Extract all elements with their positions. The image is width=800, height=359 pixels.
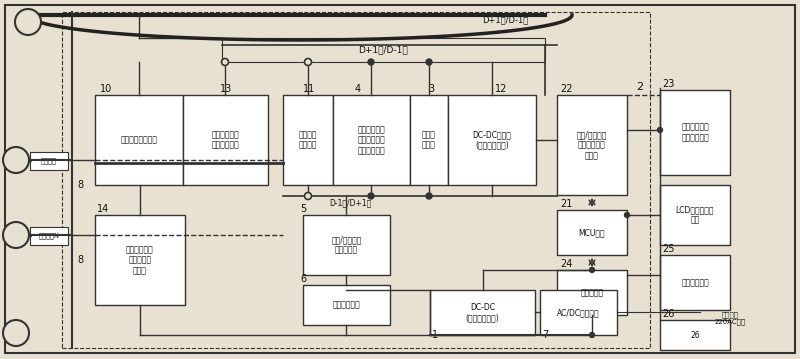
Text: 放电负载电路: 放电负载电路 bbox=[333, 300, 360, 309]
Text: 6: 6 bbox=[300, 274, 306, 284]
Text: 5: 5 bbox=[300, 204, 306, 214]
Text: DC-DC
(主机工作电源): DC-DC (主机工作电源) bbox=[466, 303, 499, 322]
Bar bbox=[303, 215, 390, 275]
Bar bbox=[95, 95, 183, 185]
Bar bbox=[30, 227, 68, 245]
Text: AC/DC开关电源: AC/DC开关电源 bbox=[557, 308, 600, 317]
Circle shape bbox=[590, 332, 594, 337]
Text: 24: 24 bbox=[560, 259, 572, 269]
Bar bbox=[333, 95, 410, 185]
Bar bbox=[410, 95, 448, 185]
Text: 14: 14 bbox=[97, 204, 110, 214]
Text: 正负极性
检测开关: 正负极性 检测开关 bbox=[298, 130, 318, 150]
Circle shape bbox=[3, 320, 29, 346]
Text: 11: 11 bbox=[303, 84, 315, 94]
Text: A: A bbox=[13, 328, 19, 337]
Circle shape bbox=[590, 267, 594, 272]
Text: 2: 2 bbox=[637, 82, 643, 92]
Bar bbox=[660, 320, 730, 350]
Text: DC-DC变换器
(高频开关电源): DC-DC变换器 (高频开关电源) bbox=[473, 130, 511, 150]
Bar bbox=[557, 95, 627, 195]
Circle shape bbox=[368, 193, 374, 199]
Bar bbox=[430, 290, 535, 335]
Text: 当动限流充电
和等电位连接
安全控制电路: 当动限流充电 和等电位连接 安全控制电路 bbox=[358, 125, 386, 155]
Text: 远程通信电路: 远程通信电路 bbox=[681, 278, 709, 287]
Bar bbox=[283, 95, 333, 185]
Bar bbox=[303, 285, 390, 325]
Text: 安全保
护电路: 安全保 护电路 bbox=[422, 130, 436, 150]
Circle shape bbox=[15, 9, 41, 35]
Text: 13: 13 bbox=[220, 84, 232, 94]
Text: 阻抗/放电负载
和控制电路: 阻抗/放电负载 和控制电路 bbox=[331, 235, 362, 255]
Bar bbox=[448, 95, 536, 185]
Bar bbox=[30, 152, 68, 170]
Text: 电压检测: 电压检测 bbox=[41, 158, 57, 164]
Text: D+1端/D-1端: D+1端/D-1端 bbox=[358, 46, 408, 55]
Bar bbox=[660, 255, 730, 310]
Text: D-1端/D+1端: D-1端/D+1端 bbox=[329, 199, 371, 208]
Circle shape bbox=[305, 59, 311, 65]
Text: 电流检测N: 电流检测N bbox=[38, 233, 59, 239]
Text: LCD显示和键盘
输入: LCD显示和键盘 输入 bbox=[676, 205, 714, 225]
Bar bbox=[660, 90, 730, 175]
Text: 23: 23 bbox=[662, 79, 674, 89]
Text: 21: 21 bbox=[560, 199, 572, 209]
Text: Bn: Bn bbox=[10, 230, 22, 239]
Text: D+1端/D-1端: D+1端/D-1端 bbox=[482, 15, 528, 24]
Text: 亦可外接
220AC输入: 亦可外接 220AC输入 bbox=[715, 311, 746, 325]
Text: 1: 1 bbox=[432, 330, 438, 340]
Bar bbox=[62, 12, 650, 348]
Text: MCU单元: MCU单元 bbox=[578, 228, 606, 237]
Text: 26: 26 bbox=[662, 309, 674, 319]
Circle shape bbox=[3, 222, 29, 248]
Text: 蓄电池组在线
测试切换开关: 蓄电池组在线 测试切换开关 bbox=[212, 130, 239, 150]
Text: D: D bbox=[25, 18, 31, 27]
Text: B1: B1 bbox=[10, 155, 22, 164]
Text: 26: 26 bbox=[690, 331, 700, 340]
Text: 数据存储器: 数据存储器 bbox=[581, 288, 603, 297]
Text: 8: 8 bbox=[77, 180, 83, 190]
Text: 25: 25 bbox=[662, 244, 674, 254]
Text: 3: 3 bbox=[428, 84, 434, 94]
Text: 12: 12 bbox=[495, 84, 507, 94]
Text: 22: 22 bbox=[560, 84, 573, 94]
Text: 10: 10 bbox=[100, 84, 112, 94]
Circle shape bbox=[3, 147, 29, 173]
Circle shape bbox=[426, 59, 432, 65]
Circle shape bbox=[305, 192, 311, 200]
Text: 7: 7 bbox=[542, 330, 548, 340]
Bar bbox=[95, 215, 185, 305]
Bar bbox=[660, 185, 730, 245]
Bar bbox=[557, 210, 627, 255]
Text: 蓄电池组在线
测试接触控
制电路: 蓄电池组在线 测试接触控 制电路 bbox=[126, 245, 154, 275]
Text: 蓄电池组单体
电压检测设备: 蓄电池组单体 电压检测设备 bbox=[681, 123, 709, 142]
Circle shape bbox=[368, 59, 374, 65]
Text: 4: 4 bbox=[355, 84, 361, 94]
Circle shape bbox=[426, 193, 432, 199]
Bar bbox=[222, 38, 545, 62]
Bar bbox=[557, 270, 627, 315]
Text: 第二安全保护电路: 第二安全保护电路 bbox=[121, 135, 158, 145]
Text: 电流/电压检测
采集及精准控
制电路: 电流/电压检测 采集及精准控 制电路 bbox=[577, 130, 607, 160]
Circle shape bbox=[658, 127, 662, 132]
Circle shape bbox=[625, 213, 630, 218]
Circle shape bbox=[222, 59, 229, 65]
Text: 8: 8 bbox=[77, 255, 83, 265]
Bar bbox=[540, 290, 617, 335]
Bar bbox=[183, 95, 268, 185]
